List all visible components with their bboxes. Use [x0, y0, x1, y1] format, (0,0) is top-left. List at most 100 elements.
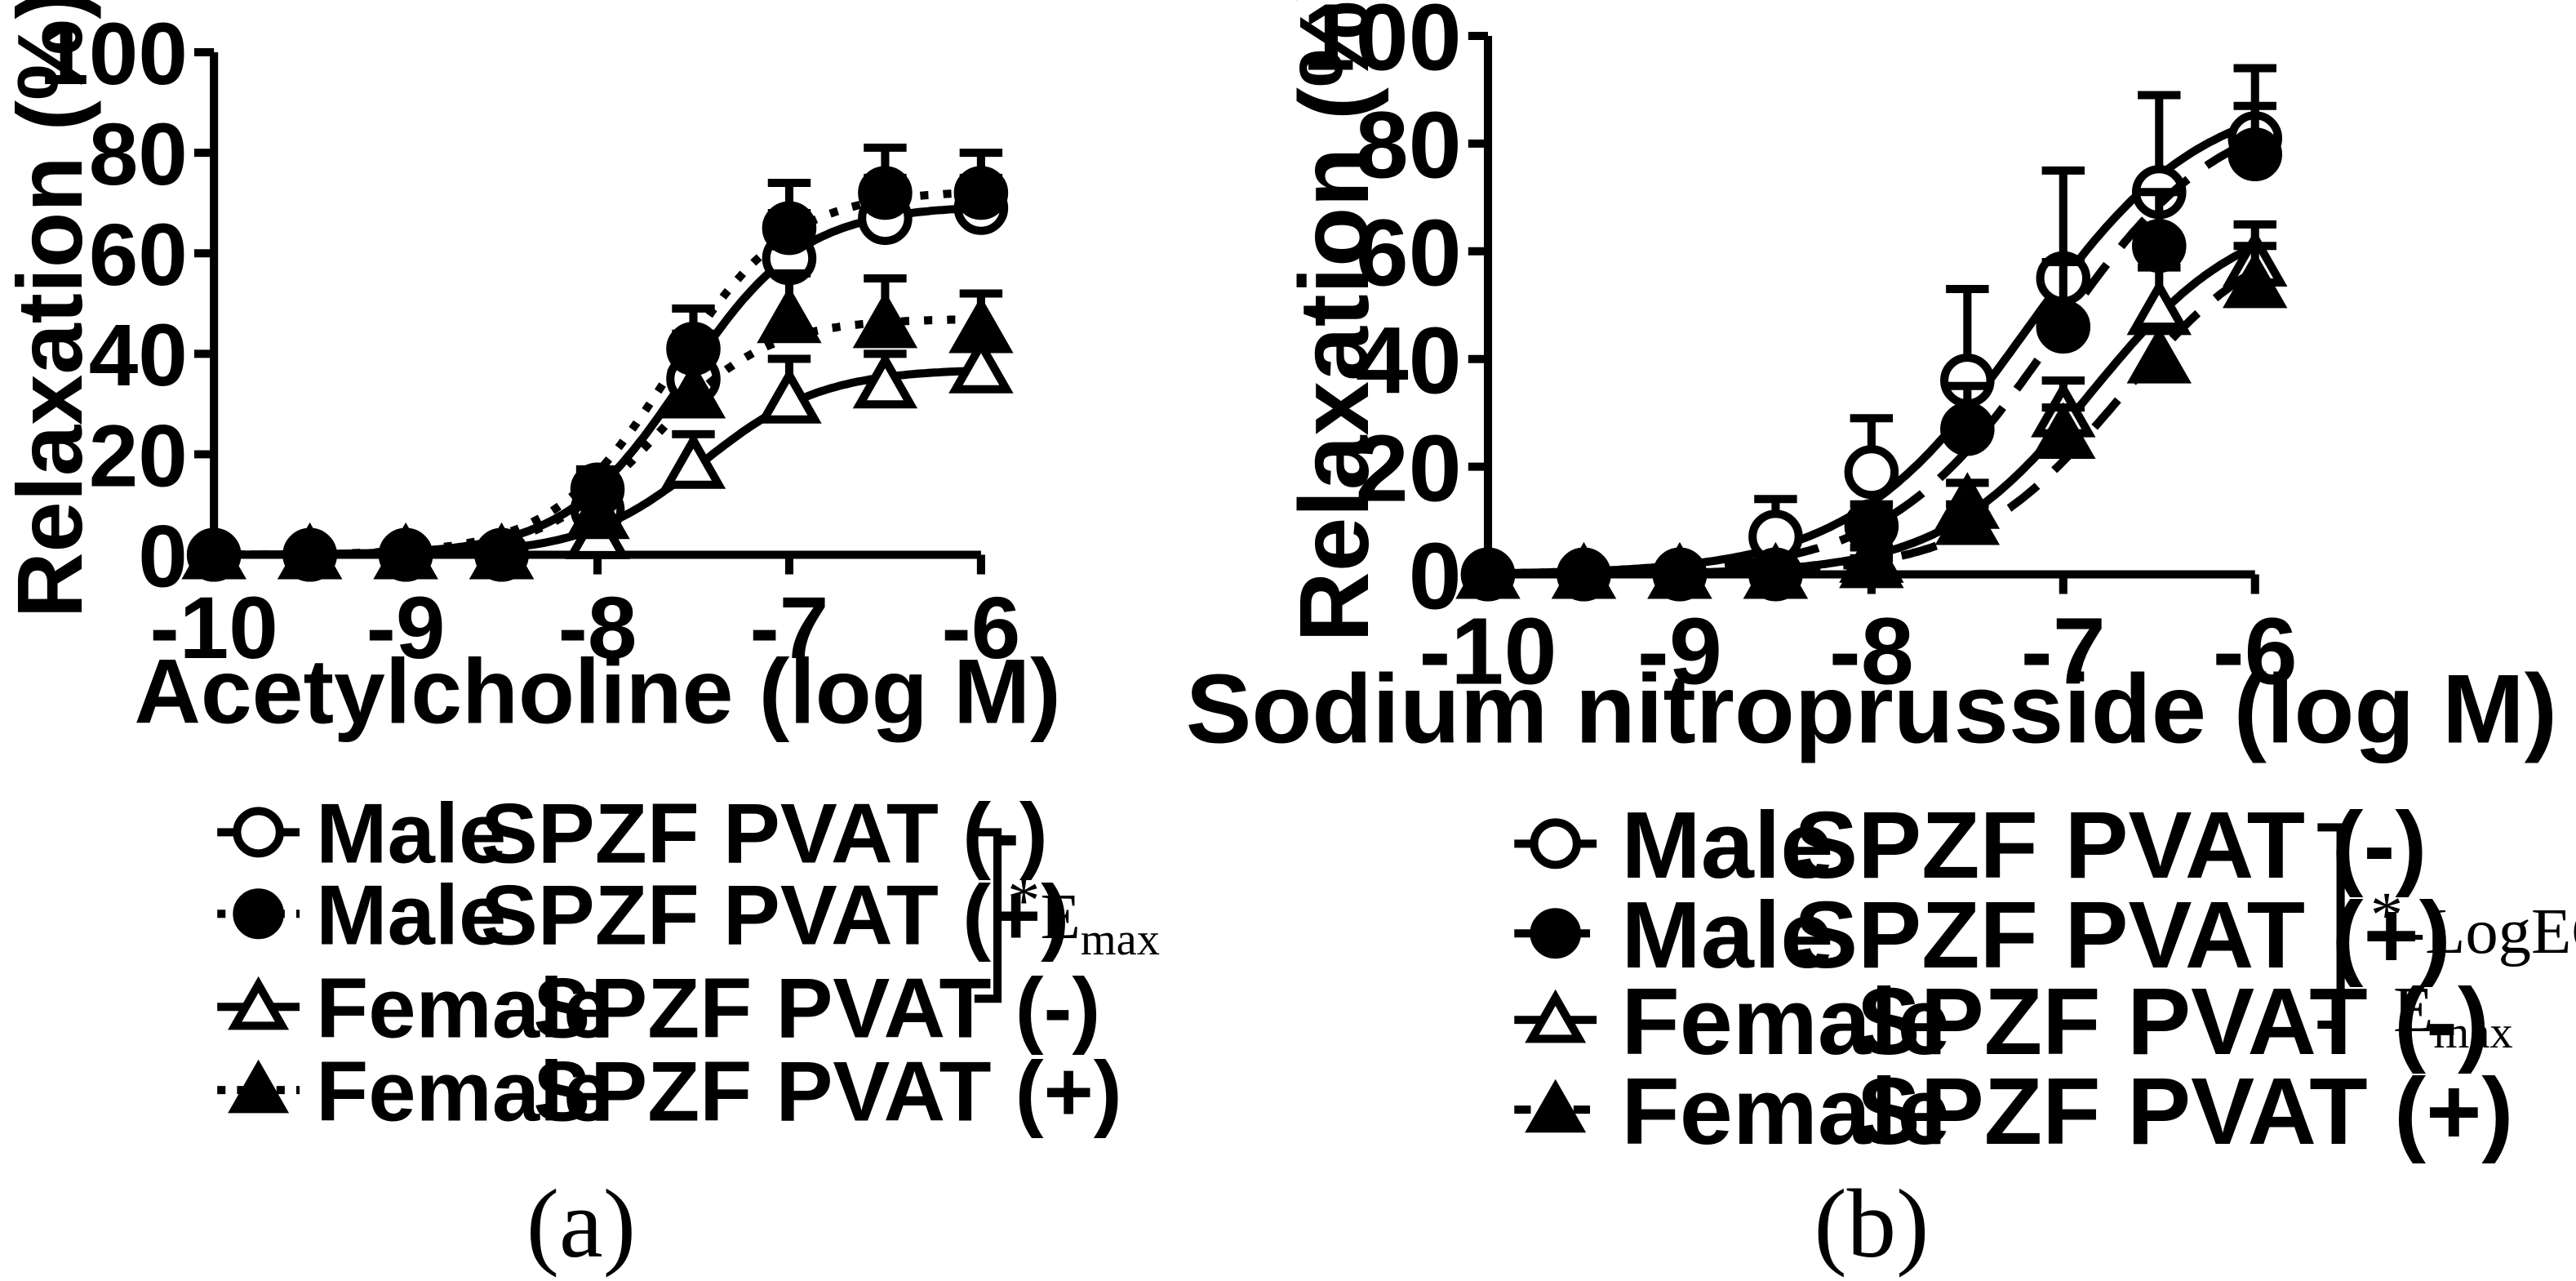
x-tick-label: -7: [750, 579, 829, 677]
data-point: [1743, 542, 1809, 599]
legend-marker: [1530, 818, 1581, 870]
legend-group-label: SPZF PVAT (+): [481, 868, 1069, 963]
series-3: [181, 269, 1014, 580]
y-tick-label: 0: [138, 507, 188, 605]
legend-sex-label: Male: [316, 786, 506, 881]
y-tick-label: 80: [89, 105, 188, 202]
annotation-subscript: max: [1081, 914, 1160, 965]
y-tick-label: 100: [39, 4, 188, 102]
x-tick-label: -9: [366, 579, 446, 677]
data-point: [469, 523, 535, 580]
annotation-main: E: [1040, 881, 1080, 954]
data-point: [1844, 445, 1899, 500]
fit-curve: [214, 188, 982, 559]
data-point: [660, 362, 726, 419]
x-tick-label: -8: [558, 579, 637, 677]
data-point: [373, 523, 438, 580]
data-point: [1839, 531, 1904, 589]
annotation-line: Emax: [2393, 973, 2512, 1058]
y-tick-label: 80: [1356, 92, 1462, 198]
x-tick-label: -9: [1637, 598, 1722, 704]
legend-group-label: SPZF PVAT (-): [1794, 793, 2427, 898]
data-point: [852, 351, 918, 409]
data-point: [757, 367, 822, 424]
data-point: [565, 482, 630, 540]
data-point: [1940, 402, 1995, 456]
y-tick-label: 0: [1409, 523, 1462, 629]
y-tick-label: 60: [1356, 200, 1462, 305]
legend-sex-label: Male: [1621, 882, 1833, 987]
legend-group-label: SPZF PVAT (+): [1857, 1058, 2514, 1163]
legend-marker: [233, 807, 284, 858]
data-point: [858, 166, 913, 220]
annotation-line: *-LogEC50: [2370, 879, 2576, 981]
data-point: [948, 296, 1014, 354]
data-point: [953, 166, 1009, 220]
annotation-main: -LogEC: [2403, 896, 2576, 968]
data-point: [660, 432, 726, 489]
legend-sex-label: Female: [316, 1044, 611, 1139]
legend-sex-label: Male: [1621, 793, 1833, 898]
y-axis-title: Relaxation (%): [1278, 0, 1389, 643]
data-point: [2132, 219, 2187, 274]
data-point: [2223, 251, 2288, 309]
annotation-subscript: max: [2433, 1007, 2512, 1058]
data-point: [757, 286, 822, 344]
x-tick-label: -8: [1829, 598, 1914, 704]
legend-group-label: SPZF PVAT (-): [1857, 968, 2489, 1074]
x-tick-label: -6: [2213, 598, 2298, 704]
y-tick-label: 100: [1303, 0, 1462, 91]
legend-group-label: SPZF PVAT (+): [533, 1044, 1121, 1139]
data-point: [852, 291, 918, 349]
legend-sex-label: Male: [316, 868, 506, 963]
legend-marker: [228, 976, 290, 1030]
data-point: [277, 523, 343, 580]
annotation-star: *: [2370, 879, 2403, 952]
significance-annotation: *-LogEC50Emax: [2370, 879, 2576, 1059]
data-point: [762, 201, 817, 256]
data-point: [181, 523, 246, 580]
data-point: [2126, 327, 2192, 384]
legend-marker: [1525, 989, 1587, 1043]
legend-sex-label: Female: [1621, 1058, 1950, 1163]
annotation-star: *: [1007, 865, 1040, 937]
y-tick-label: 20: [89, 407, 188, 505]
y-tick-label: 20: [1356, 416, 1462, 521]
y-tick-label: 60: [89, 205, 188, 303]
legend-marker: [228, 1059, 290, 1114]
annotation-line: *Emax: [1007, 865, 1160, 966]
data-point: [2031, 402, 2096, 460]
data-point: [1647, 542, 1712, 599]
significance-bracket: [974, 828, 1002, 1003]
y-axis-title: Relaxation (%): [0, 0, 101, 618]
y-tick-label: 40: [1356, 308, 1462, 413]
panel-label: (a): [526, 1170, 636, 1278]
legend-marker: [233, 888, 284, 940]
x-tick-label: -6: [941, 579, 1020, 677]
legend-sex-label: Female: [1621, 968, 1950, 1074]
data-point: [1455, 542, 1521, 599]
legend-marker: [1530, 908, 1581, 959]
data-point: [1551, 542, 1617, 599]
legend-sex-label: Female: [316, 961, 611, 1056]
data-point: [1934, 488, 2001, 545]
significance-annotation: *Emax: [1007, 865, 1160, 966]
legend-marker: [1525, 1079, 1587, 1133]
x-tick-label: -10: [149, 579, 278, 677]
x-axis-title: Acetylcholine (log M): [134, 640, 1060, 742]
x-axis-title: Sodium nitroprusside (log M): [1186, 654, 2557, 763]
x-tick-label: -7: [2021, 598, 2106, 704]
y-tick-label: 40: [89, 306, 188, 404]
data-point: [2227, 127, 2283, 182]
panel-label: (b): [1814, 1170, 1929, 1278]
